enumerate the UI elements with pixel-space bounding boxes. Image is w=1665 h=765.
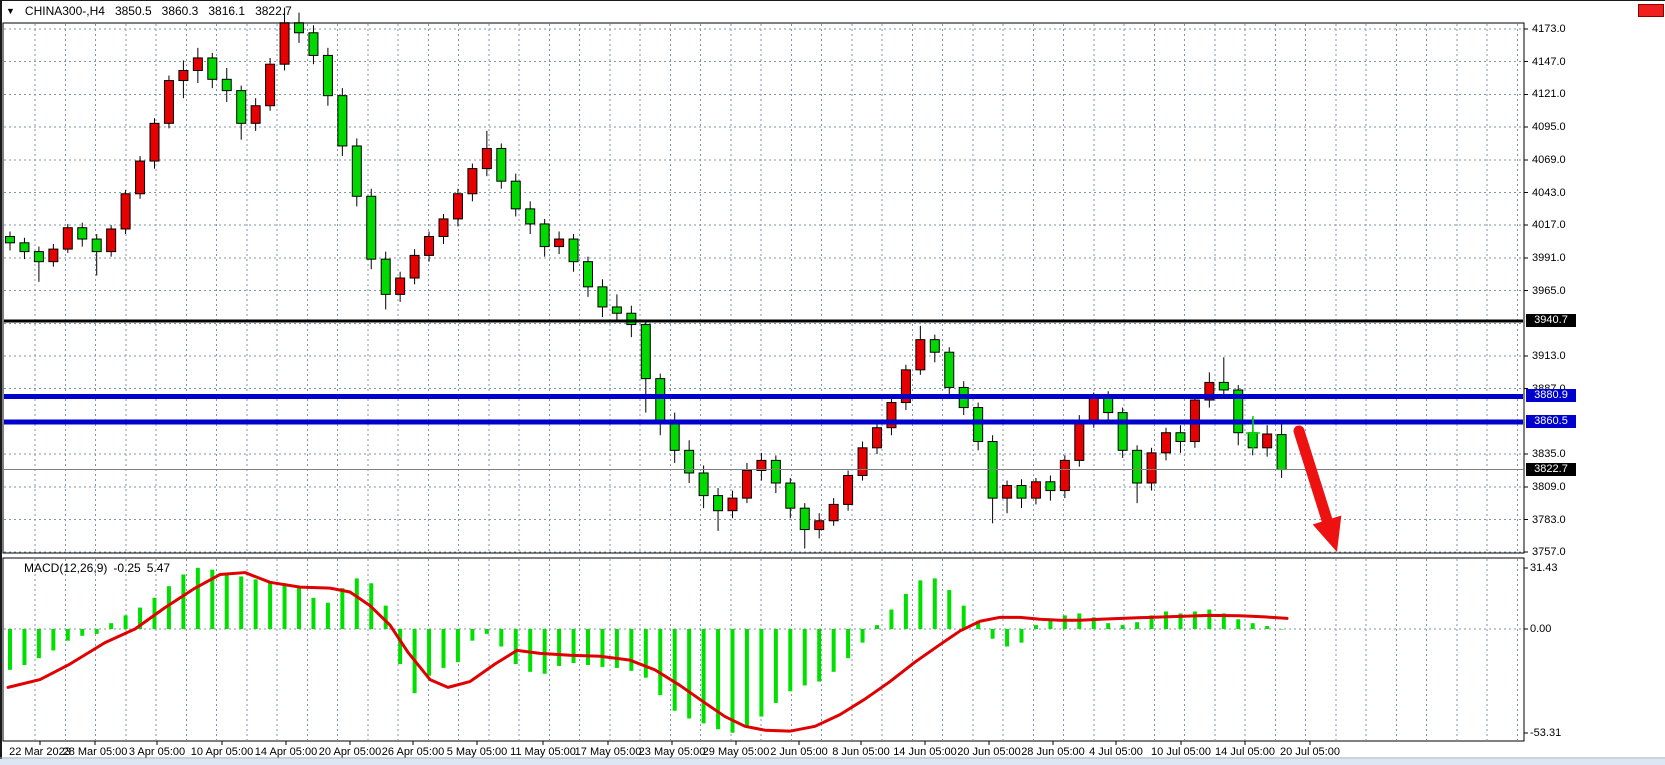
chevron-down-icon[interactable]: ▼: [6, 6, 15, 16]
price-tick-3809.0: 3809.0: [1532, 480, 1566, 493]
time-tick: 20 Apr 05:00: [318, 746, 382, 758]
gridlines: [4, 24, 1523, 740]
time-tick: 28 Mar 05:00: [62, 746, 128, 758]
time-tick: 8 Jun 05:00: [832, 746, 890, 758]
macd-tick-0.00: 0.00: [1530, 623, 1552, 635]
quote-open: 3850.5: [114, 4, 152, 18]
price-tick-4095.0: 4095.0: [1532, 121, 1566, 134]
price-tick-4173.0: 4173.0: [1532, 23, 1566, 35]
panel-borders: [0, 22, 1665, 759]
time-tick: 20 Jun 05:00: [957, 746, 1021, 758]
price-badge-3880.9[interactable]: 3880.9: [1526, 389, 1576, 403]
candlestick-series: [5, 7, 1287, 549]
time-tick: 2 Jun 05:00: [770, 746, 828, 758]
top-right-red-marker[interactable]: [1638, 4, 1664, 17]
price-tick-3783.0: 3783.0: [1532, 513, 1566, 526]
time-tick: 11 May 05:00: [510, 746, 576, 758]
price-level-lines[interactable]: [4, 319, 1523, 471]
title-bar: ▼ CHINA300-,H4 3850.5 3860.3 3816.1 3822…: [6, 3, 292, 19]
time-tick: 26 Apr 05:00: [381, 746, 445, 758]
macd-indicator-label: MACD(12,26,9): [24, 561, 108, 575]
time-tick: 22 Mar 2023: [9, 746, 71, 758]
time-tick: 5 May 05:00: [446, 746, 508, 758]
price-tick-4147.0: 4147.0: [1532, 55, 1566, 68]
time-tick: 14 Jun 05:00: [893, 746, 957, 758]
window-bottom-strip: [0, 759, 1665, 765]
time-tick: 23 May 05:00: [638, 746, 706, 758]
time-tick: 10 Jul 05:00: [1151, 746, 1211, 758]
time-tick: 14 Jul 05:00: [1215, 746, 1275, 758]
down-arrow-annotation[interactable]: [1293, 425, 1342, 552]
time-tick: 29 May 05:00: [702, 746, 770, 758]
symbol-timeframe: CHINA300-,H4: [24, 4, 105, 18]
price-badge-3822.7[interactable]: 3822.7: [1526, 462, 1576, 476]
price-tick-4069.0: 4069.0: [1532, 153, 1566, 166]
time-tick: 17 May 05:00: [574, 746, 642, 758]
price-badge-3940.7[interactable]: 3940.7: [1526, 314, 1576, 328]
window-left-border: [0, 0, 2, 759]
macd-tick-31.43: 31.43: [1530, 562, 1558, 574]
macd-signal-line: [6, 571, 1289, 733]
price-tick-3835.0: 3835.0: [1532, 448, 1566, 461]
time-tick: 28 Jun 05:00: [1021, 746, 1085, 758]
price-tick-3965.0: 3965.0: [1532, 284, 1566, 297]
time-tick: 4 Jul 05:00: [1089, 746, 1143, 758]
price-tick-4043.0: 4043.0: [1532, 186, 1566, 199]
price-tick-3757.0: 3757.0: [1532, 546, 1566, 559]
price-tick-3913.0: 3913.0: [1532, 350, 1566, 362]
price-badge-3860.5[interactable]: 3860.5: [1526, 415, 1576, 428]
macd-main-value: -0.25: [113, 561, 141, 575]
time-tick: 3 Apr 05:00: [128, 746, 186, 758]
time-tick: 14 Apr 05:00: [254, 746, 318, 758]
price-tick-4121.0: 4121.0: [1532, 88, 1566, 101]
price-tick-4017.0: 4017.0: [1532, 219, 1566, 232]
quote-high: 3860.3: [161, 4, 199, 18]
quote-low: 3816.1: [208, 4, 246, 18]
time-tick: 20 Jul 05:00: [1280, 746, 1340, 758]
macd-histogram: [8, 567, 1284, 733]
macd-tick--53.31: -53.31: [1530, 727, 1562, 739]
quote-close: 3822.7: [255, 4, 292, 18]
crosshair-marker: [1246, 416, 1260, 450]
price-tick-3991.0: 3991.0: [1532, 251, 1566, 264]
time-tick: 10 Apr 05:00: [190, 746, 254, 758]
macd-signal-value: 5.47: [146, 561, 171, 575]
window-top-border: [0, 0, 1665, 1]
macd-label-row: MACD(12,26,9) -0.25 5.47: [24, 561, 170, 575]
